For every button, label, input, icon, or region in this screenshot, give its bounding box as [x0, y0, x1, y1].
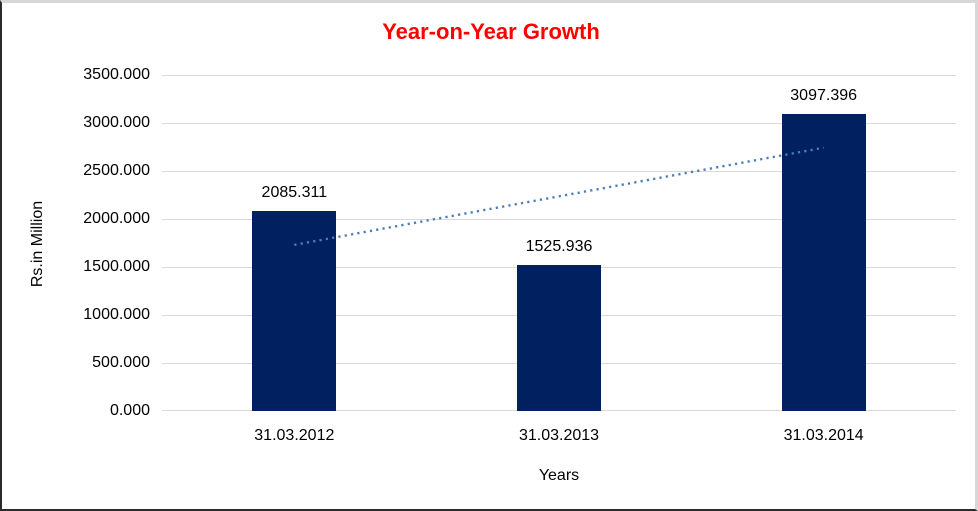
bar	[517, 264, 601, 411]
x-tick-label: 31.03.2013	[518, 427, 600, 444]
trendline	[294, 146, 824, 247]
bar-value-label: 2085.311	[261, 183, 328, 201]
x-tick-label: 31.03.2012	[254, 427, 335, 444]
y-tick-label: 500.000	[92, 354, 150, 371]
x-tick-label: 31.03.2014	[783, 427, 864, 444]
y-tick-label: 1000.000	[83, 306, 150, 323]
bar-value-label: 1525.936	[525, 237, 593, 255]
x-axis-title: Years	[538, 467, 580, 484]
y-tick-label: 2000.000	[83, 210, 150, 227]
y-tick-label: 2500.000	[83, 162, 150, 179]
y-tick-label: 3000.000	[83, 114, 150, 131]
gridline	[162, 171, 956, 172]
y-tick-label: 3500.000	[83, 66, 150, 83]
gridline	[162, 219, 956, 220]
plot-area: 2085.311 1525.936 3097.396	[162, 75, 956, 411]
gridline	[162, 75, 956, 76]
bar-value-label: 3097.396	[790, 86, 858, 104]
y-tick-label: 0.000	[109, 402, 150, 419]
chart-title: Year-on-Year Growth	[382, 19, 600, 44]
bar	[781, 113, 866, 411]
gridline	[162, 123, 956, 124]
y-tick-label: 1500.000	[83, 258, 150, 275]
